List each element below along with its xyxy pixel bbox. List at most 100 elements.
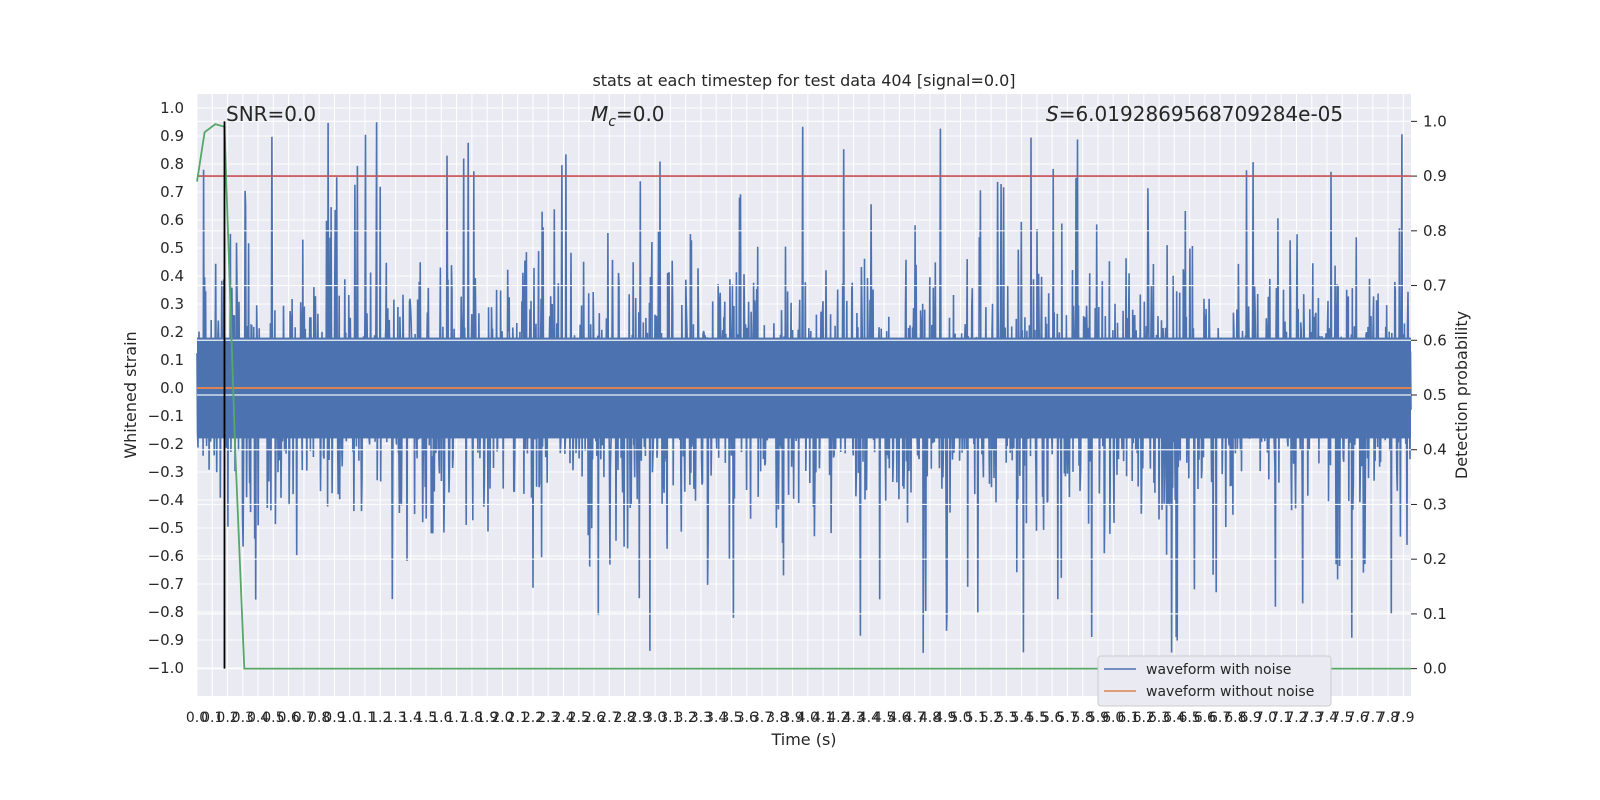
x-tick-label: 5.6 [1041,710,1063,726]
x-tick-label: 2.8 [613,710,635,726]
x-tick-label: 1.6 [430,710,452,726]
x-tick-label: 5.7 [1056,710,1078,726]
y-tick-label-left: −0.4 [148,491,184,509]
x-tick-label: 1.9 [476,710,498,726]
x-tick-label: 7.7 [1362,710,1384,726]
x-tick-label: 6.3 [1148,710,1170,726]
y-tick-label-left: 0.5 [160,239,184,257]
x-tick-label: 3.6 [736,710,758,726]
y-axis-label-right: Detection probability [1452,311,1471,479]
y-tick-label-left: −1.0 [148,659,184,677]
x-tick-label: 1.8 [461,710,483,726]
x-tick-label: 3.5 [720,710,742,726]
x-tick-label: 4.1 [812,710,834,726]
chirp-mass-annotation: Mc=0.0 [591,102,665,130]
y-tick-label-right: 0.2 [1423,550,1447,568]
x-tick-label: 6.9 [1240,710,1262,726]
chirp-mass-symbol: M [591,102,608,126]
snr-annotation: SNR=0.0 [226,102,316,126]
x-tick-label: 1.7 [445,710,467,726]
x-tick-label: 7.1 [1270,710,1292,726]
x-tick-label: 6.5 [1178,710,1200,726]
x-tick-label: 0.0 [186,710,208,726]
x-tick-label: 2.3 [537,710,559,726]
y-tick-label-left: −0.6 [148,547,184,565]
x-tick-label: 0.4 [247,710,269,726]
x-tick-label: 5.2 [980,710,1002,726]
x-tick-label: 4.2 [827,710,849,726]
s-annotation: S=6.0192869568709284e-05 [1046,102,1343,126]
x-tick-label: 0.5 [262,710,284,726]
x-tick-label: 6.8 [1224,710,1246,726]
x-tick-label: 6.2 [1133,710,1155,726]
y-tick-label-left: −0.5 [148,519,184,537]
y-tick-label-right: 0.7 [1423,277,1447,295]
detection-probability-line [196,123,1411,670]
x-tick-label: 0.3 [232,710,254,726]
y-tick-label-right: 0.8 [1423,222,1447,240]
x-tick-label: 7.5 [1331,710,1353,726]
x-tick-label: 6.6 [1194,710,1216,726]
x-tick-label: 0.2 [216,710,238,726]
x-tick-label: 1.0 [339,710,361,726]
legend-box [1097,655,1332,707]
x-tick-label: 3.4 [705,710,727,726]
x-tick-label: 7.2 [1285,710,1307,726]
y-axis-label-left: Whitened strain [121,331,140,458]
x-tick-label: 4.8 [919,710,941,726]
x-tick-label: 7.0 [1255,710,1277,726]
x-tick-label: 7.9 [1392,710,1414,726]
y-tick-label-left: −0.7 [148,575,184,593]
x-tick-label: 4.7 [904,710,926,726]
x-tick-label: 1.1 [354,710,376,726]
y-tick-label-left: 1.0 [160,99,184,117]
x-tick-label: 0.7 [293,710,315,726]
x-tick-label: 1.2 [369,710,391,726]
x-tick-label: 2.4 [552,710,574,726]
chirp-mass-value: =0.0 [616,102,665,126]
y-tick-label-right: 0.5 [1423,386,1447,404]
x-tick-label: 4.4 [858,710,880,726]
x-tick-label: 0.1 [201,710,223,726]
x-tick-label: 7.4 [1316,710,1338,726]
x-axis-label: Time (s) [770,730,836,749]
x-tick-label: 3.2 [675,710,697,726]
y-tick-label-right: 0.4 [1423,441,1447,459]
x-tick-label: 4.5 [873,710,895,726]
x-tick-label: 2.6 [583,710,605,726]
y-tick-label-right: 0.0 [1423,660,1447,678]
x-tick-label: 5.5 [1026,710,1048,726]
y-tick-label-left: −0.2 [148,435,184,453]
y-tick-label-left: 0.2 [160,323,184,341]
x-tick-label: 2.2 [522,710,544,726]
x-tick-label: 3.3 [690,710,712,726]
series-lines [196,121,1411,670]
y-tick-label-left: 0.0 [160,379,184,397]
x-tick-label: 7.8 [1377,710,1399,726]
x-tick-label: 2.9 [629,710,651,726]
x-tick-label: 0.9 [323,710,345,726]
x-tick-label: 5.8 [1072,710,1094,726]
x-tick-label: 4.9 [934,710,956,726]
y-tick-label-left: 0.6 [160,211,184,229]
x-tick-label: 2.5 [568,710,590,726]
x-tick-label: 2.0 [491,710,513,726]
x-tick-label: 3.7 [751,710,773,726]
x-tick-label: 0.6 [277,710,299,726]
x-tick-label: 7.6 [1346,710,1368,726]
y-tick-label-left: −0.3 [148,463,184,481]
x-tick-label: 5.4 [1010,710,1032,726]
legend-label-noise: waveform with noise [1146,662,1291,678]
x-tick-label: 2.7 [598,710,620,726]
x-tick-label: 6.0 [1102,710,1124,726]
x-tick-label: 2.1 [507,710,529,726]
x-tick-label: 5.1 [965,710,987,726]
y-tick-label-left: 0.4 [160,267,184,285]
x-tick-label: 1.4 [400,710,422,726]
chart-title: stats at each timestep for test data 404… [592,71,1015,90]
legend: waveform with noise waveform without noi… [1097,655,1332,707]
y-tick-label-right: 0.1 [1423,605,1447,623]
y-tick-label-right: 0.6 [1423,331,1447,349]
y-tick-label-left: 0.1 [160,351,184,369]
x-tick-label: 3.9 [781,710,803,726]
